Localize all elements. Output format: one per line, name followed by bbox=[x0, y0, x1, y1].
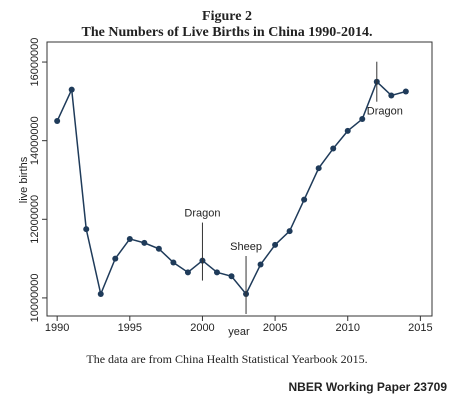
x-axis-label: year bbox=[228, 326, 250, 338]
chart-title: The Numbers of Live Births in China 1990… bbox=[82, 25, 373, 40]
figure-label: Figure 2 bbox=[202, 9, 252, 24]
point bbox=[141, 239, 148, 246]
point bbox=[155, 245, 162, 252]
point bbox=[126, 235, 133, 242]
point bbox=[301, 196, 308, 203]
point bbox=[54, 118, 61, 125]
point bbox=[228, 273, 235, 280]
point bbox=[388, 92, 395, 99]
note: The data are from China Health Statistic… bbox=[86, 352, 367, 366]
annotation: Dragon bbox=[367, 106, 403, 118]
point bbox=[83, 226, 90, 233]
plot-frame bbox=[46, 41, 433, 317]
x-tick-label: 1990 bbox=[45, 322, 69, 334]
point bbox=[286, 228, 293, 235]
point bbox=[97, 290, 104, 297]
y-tick-label: 16000000 bbox=[29, 38, 41, 87]
point bbox=[359, 116, 366, 123]
point bbox=[170, 259, 177, 266]
point bbox=[330, 145, 337, 152]
source: NBER Working Paper 23709 bbox=[288, 380, 447, 394]
point bbox=[184, 269, 191, 276]
point bbox=[112, 255, 119, 262]
annotation: Sheep bbox=[230, 241, 262, 253]
x-tick-label: 2005 bbox=[263, 322, 287, 334]
y-axis-label: live births bbox=[18, 156, 30, 203]
x-tick-label: 2000 bbox=[190, 322, 214, 334]
point bbox=[402, 88, 409, 95]
point bbox=[257, 261, 264, 268]
point bbox=[344, 127, 351, 134]
x-tick-label: 2010 bbox=[335, 322, 359, 334]
series-line bbox=[56, 80, 407, 297]
point bbox=[68, 86, 75, 93]
y-tick-label: 14000000 bbox=[29, 116, 41, 165]
y-tick-label: 10000000 bbox=[29, 273, 41, 322]
annotation: Dragon bbox=[184, 207, 220, 219]
point bbox=[213, 269, 220, 276]
point bbox=[315, 165, 322, 172]
point bbox=[272, 241, 279, 248]
x-tick-label: 1995 bbox=[118, 322, 142, 334]
x-tick-label: 2015 bbox=[408, 322, 432, 334]
y-tick-label: 12000000 bbox=[29, 195, 41, 244]
